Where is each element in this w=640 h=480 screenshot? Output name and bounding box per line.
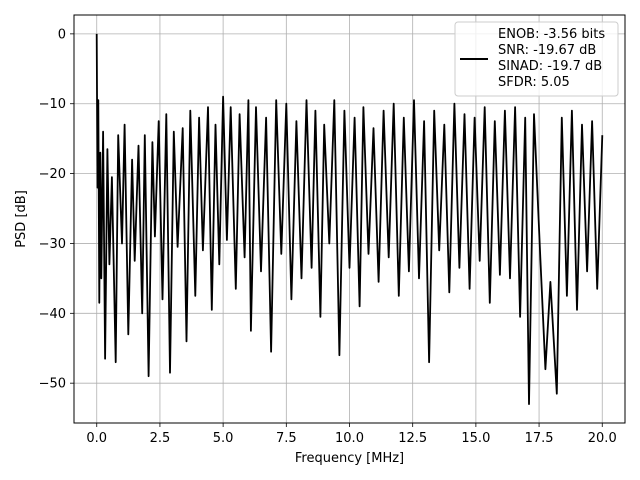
x-tick-label: 15.0 (461, 431, 490, 446)
x-tick-label: 2.5 (150, 431, 171, 446)
y-tick-label: −50 (39, 377, 66, 392)
psd-series-line (95, 33, 604, 406)
x-tick-label: 5.0 (213, 431, 234, 446)
legend-box (454, 21, 619, 97)
y-tick-label: −40 (39, 307, 66, 322)
legend-line-1: SNR: -19.67 dB (498, 43, 596, 58)
x-tick-label: 10.0 (335, 431, 364, 446)
legend: ENOB: -3.56 bits SNR: -19.67 dB SINAD: -19… (454, 21, 619, 97)
x-tick-label: 7.5 (276, 431, 297, 446)
y-tick-label: −30 (39, 237, 66, 252)
y-tick-label: 0 (58, 27, 66, 42)
x-axis-label: Frequency [MHz] (295, 451, 404, 466)
legend-line-0: ENOB: -3.56 bits (498, 27, 605, 42)
legend-line-3: SFDR: 5.05 (498, 75, 570, 90)
y-tick-label: −20 (39, 167, 66, 182)
y-axis: 0 −10 −20 −30 −40 −50 (39, 27, 74, 392)
x-tick-label: 20.0 (588, 431, 617, 446)
x-tick-label: 17.5 (525, 431, 554, 446)
x-tick-label: 12.5 (398, 431, 427, 446)
legend-label: ENOB: -3.56 bits SNR: -19.67 dB SINAD: -19… (498, 27, 605, 90)
psd-series (95, 33, 604, 406)
y-tick-label: −10 (39, 97, 66, 112)
x-tick-label: 0.0 (86, 431, 107, 446)
legend-line-2: SINAD: -19.7 dB (498, 59, 602, 74)
y-axis-label: PSD [dB] (14, 190, 29, 248)
x-axis: 0.0 2.5 5.0 7.5 10.0 12.5 15.0 17.5 20.0 (86, 423, 617, 446)
